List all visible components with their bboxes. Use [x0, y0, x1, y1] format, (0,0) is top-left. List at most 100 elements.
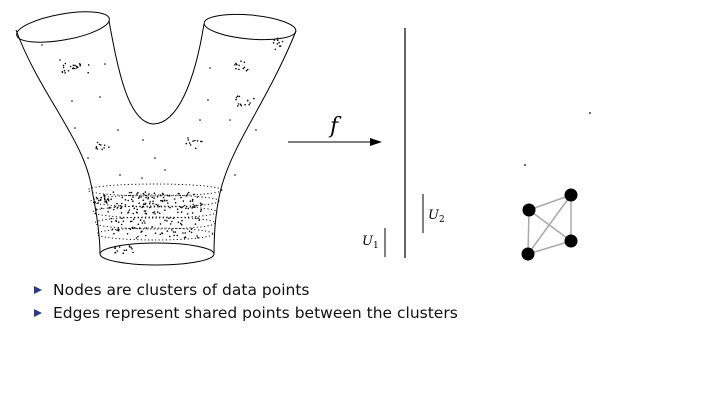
- data-point: [234, 64, 236, 66]
- data-point: [104, 63, 106, 65]
- data-point: [151, 196, 153, 199]
- data-point: [127, 212, 129, 214]
- pants-surface: [15, 11, 297, 266]
- graph-edge: [528, 209, 572, 242]
- data-point: [132, 200, 134, 202]
- data-point: [240, 60, 242, 62]
- graph-edge: [527, 209, 530, 255]
- data-point: [131, 220, 133, 223]
- data-point: [112, 208, 115, 211]
- data-point: [120, 207, 123, 209]
- data-point: [209, 67, 211, 69]
- data-point: [120, 202, 123, 205]
- data-point: [62, 64, 65, 67]
- left-side-contour: [15, 29, 101, 255]
- data-point: [129, 194, 132, 197]
- data-point: [162, 196, 165, 199]
- data-point: [164, 209, 166, 211]
- data-point: [101, 148, 103, 151]
- data-point: [121, 196, 124, 199]
- data-point: [71, 67, 74, 70]
- data-point: [180, 211, 183, 213]
- data-point: [131, 226, 134, 229]
- data-point: [145, 227, 148, 229]
- data-point: [72, 64, 75, 67]
- data-point: [148, 202, 151, 205]
- interval-u1-label: U1: [362, 234, 379, 251]
- data-point: [110, 217, 113, 220]
- data-point: [201, 203, 203, 205]
- data-point: [235, 96, 238, 99]
- data-point: [95, 146, 98, 148]
- data-point: [200, 208, 203, 211]
- stray-dot: [524, 164, 526, 166]
- data-point: [166, 199, 168, 202]
- data-point: [248, 103, 250, 106]
- data-point: [161, 192, 164, 195]
- data-point: [177, 221, 180, 223]
- data-point: [185, 195, 188, 197]
- graph-node: [564, 188, 578, 202]
- data-point: [238, 68, 240, 71]
- data-point: [191, 198, 194, 201]
- data-point: [103, 147, 105, 149]
- data-point: [192, 206, 194, 208]
- mapper-graph: [521, 188, 578, 261]
- data-point: [119, 174, 121, 176]
- data-point: [166, 220, 168, 222]
- data-point: [61, 71, 64, 74]
- data-point: [100, 144, 102, 146]
- data-point: [135, 237, 138, 239]
- data-point: [166, 230, 169, 232]
- data-point: [191, 207, 193, 209]
- data-point: [132, 212, 134, 215]
- data-point: [129, 228, 132, 231]
- data-point: [236, 63, 238, 66]
- data-point: [140, 196, 142, 198]
- data-point: [243, 61, 246, 64]
- data-point: [144, 191, 147, 193]
- graph-node: [522, 203, 536, 217]
- data-point: [184, 236, 187, 238]
- data-point: [126, 233, 129, 235]
- data-point: [96, 141, 99, 144]
- data-point: [144, 210, 147, 212]
- data-point: [141, 222, 144, 224]
- data-point: [128, 209, 131, 211]
- data-point: [116, 207, 118, 209]
- data-point: [244, 103, 246, 106]
- data-point: [187, 191, 190, 194]
- data-point: [273, 39, 276, 41]
- data-point: [207, 99, 209, 101]
- data-point: [196, 196, 199, 198]
- data-point: [108, 206, 111, 209]
- data-point: [164, 219, 166, 222]
- data-point: [237, 103, 240, 105]
- data-point: [144, 234, 147, 237]
- data-point: [117, 129, 119, 131]
- data-point: [154, 157, 156, 159]
- data-point: [274, 48, 277, 51]
- data-point: [199, 210, 202, 212]
- data-point: [192, 140, 194, 142]
- data-point: [194, 223, 197, 225]
- data-point: [97, 202, 99, 204]
- data-point: [114, 205, 116, 208]
- bullet-item: Nodes are clusters of data points: [34, 279, 458, 302]
- data-point: [64, 62, 67, 65]
- data-point: [278, 41, 280, 44]
- data-point: [173, 198, 176, 200]
- data-point: [137, 197, 140, 199]
- triangle-bullet-icon: [34, 309, 42, 317]
- data-point: [108, 146, 110, 148]
- data-point: [119, 205, 122, 207]
- data-point: [188, 230, 191, 233]
- data-point: [129, 220, 132, 223]
- data-point: [189, 144, 192, 146]
- graph-edge: [528, 194, 572, 211]
- data-point: [183, 204, 186, 207]
- data-point: [152, 202, 154, 205]
- data-point: [138, 227, 141, 229]
- data-point: [194, 139, 196, 142]
- data-point: [71, 100, 73, 102]
